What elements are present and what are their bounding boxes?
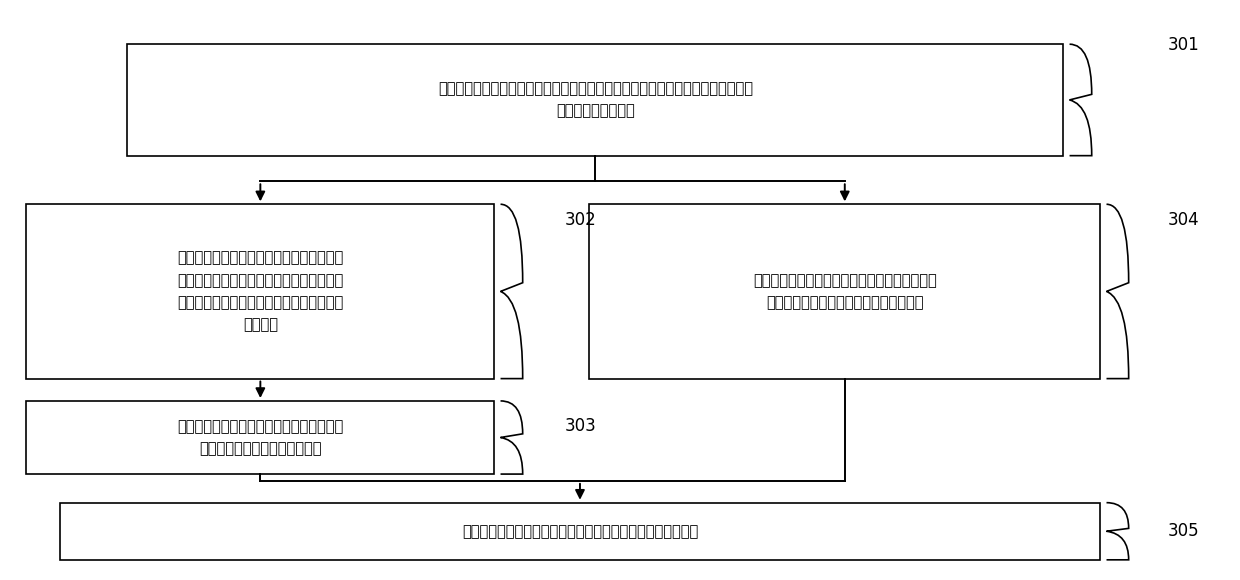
Text: 304: 304: [1168, 211, 1200, 229]
FancyBboxPatch shape: [26, 401, 495, 474]
Text: 当该可编辑类型为外形固定类型时，获取该
可编辑对象的第一编辑状态，该第一编辑状
态是该可编辑对象对应的至少两个编辑状态
中的一个: 当该可编辑类型为外形固定类型时，获取该 可编辑对象的第一编辑状态，该第一编辑状 …: [177, 251, 343, 332]
Text: 获取三维虚拟环境中的可编辑对象的可编辑类型，该可编辑类型包括外形固定类型
或者外形非固定类型: 获取三维虚拟环境中的可编辑对象的可编辑类型，该可编辑类型包括外形固定类型 或者外…: [438, 81, 753, 118]
FancyBboxPatch shape: [26, 204, 495, 379]
FancyBboxPatch shape: [60, 503, 1100, 560]
Text: 305: 305: [1168, 521, 1200, 539]
FancyBboxPatch shape: [128, 44, 1064, 155]
Text: 301: 301: [1168, 35, 1200, 53]
Text: 从该可编辑对象的数据文件中获取与该第一
编辑状态相对应的第一阴影贴图: 从该可编辑对象的数据文件中获取与该第一 编辑状态相对应的第一阴影贴图: [177, 419, 343, 456]
Text: 302: 302: [564, 211, 596, 229]
FancyBboxPatch shape: [589, 204, 1100, 379]
Text: 303: 303: [564, 417, 596, 435]
Text: 当该可编辑类型为外形非固定类型时，根据该可
编辑对象的结构实时生成该第一阴影贴图: 当该可编辑类型为外形非固定类型时，根据该可 编辑对象的结构实时生成该第一阴影贴图: [753, 273, 936, 310]
Text: 根据该第一阴影贴图，展示包含该可编辑对象的虚拟环境界面: 根据该第一阴影贴图，展示包含该可编辑对象的虚拟环境界面: [461, 524, 698, 539]
